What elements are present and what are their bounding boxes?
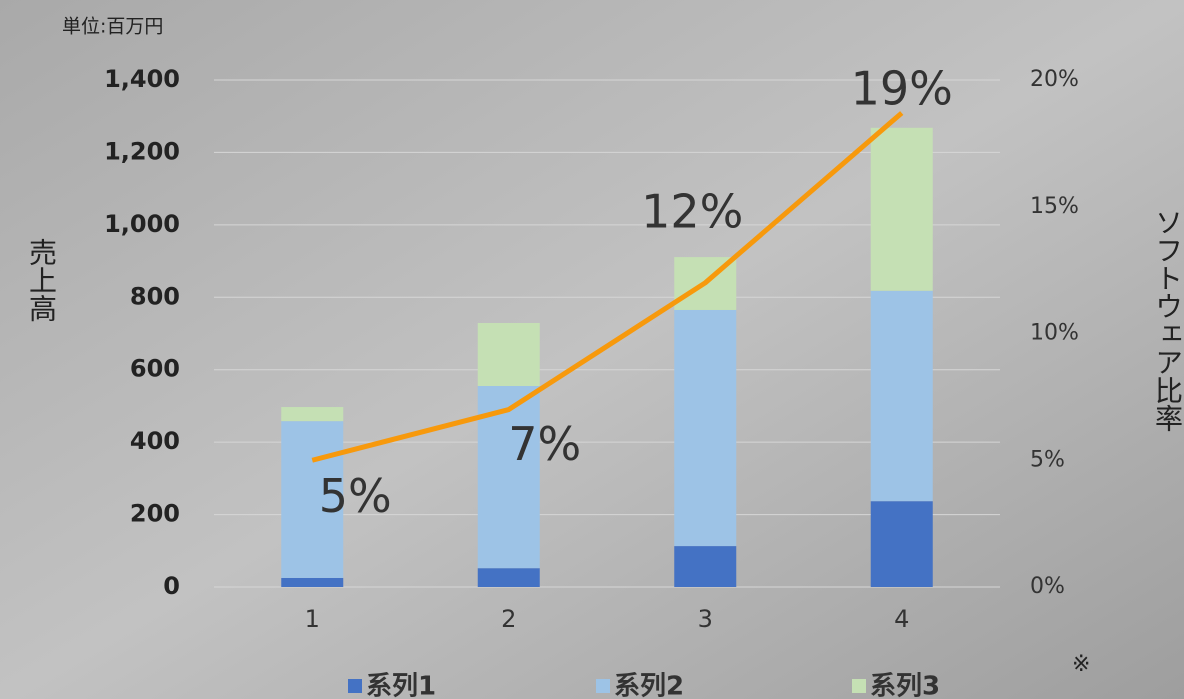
x-tick-label: 2 <box>501 605 516 633</box>
annotation: ※ <box>1072 652 1090 677</box>
legend-label: 系列1 <box>366 672 436 699</box>
legend-label: 系列2 <box>614 672 684 699</box>
data-label: 12% <box>641 184 743 238</box>
y2-axis-label: ソフトウェア比率 <box>1151 208 1184 432</box>
bar-segment <box>870 290 933 502</box>
y-tick-label: 1,200 <box>104 137 180 165</box>
y-tick-label: 400 <box>130 427 180 455</box>
y2-tick-label: 10% <box>1030 321 1079 346</box>
x-tick-label: 3 <box>698 605 713 633</box>
bar-segment <box>281 577 344 587</box>
y2-tick-label: 15% <box>1030 194 1079 219</box>
bar-segment <box>870 501 933 587</box>
y-tick-label: 0 <box>163 572 180 600</box>
legend-label: 系列3 <box>870 672 940 699</box>
bar-segment <box>477 568 540 587</box>
unit-label: 単位:百万円 <box>62 16 163 38</box>
bar-segment <box>870 127 933 291</box>
y-tick-label: 200 <box>130 500 180 528</box>
x-tick-label: 1 <box>305 605 320 633</box>
bar-segment <box>674 309 737 547</box>
data-label: 7% <box>508 417 581 471</box>
line-series <box>311 111 904 463</box>
y-tick-label: 1,400 <box>104 65 180 93</box>
y-axis-label: 売上高 <box>25 238 58 322</box>
y2-tick-label: 0% <box>1030 574 1065 599</box>
legend-marker <box>596 679 610 693</box>
y-tick-label: 800 <box>130 282 180 310</box>
x-tick-label: 4 <box>894 605 909 633</box>
bar-segment <box>281 407 344 422</box>
y2-tick-label: 5% <box>1030 447 1065 472</box>
data-label: 19% <box>851 61 953 115</box>
legend-marker <box>852 679 866 693</box>
y2-tick-label: 20% <box>1030 67 1079 92</box>
bar-segment <box>674 546 737 587</box>
y-tick-label: 600 <box>130 355 180 383</box>
bar-segment <box>477 322 540 387</box>
data-label: 5% <box>319 469 392 523</box>
y-tick-label: 1,000 <box>104 210 180 238</box>
legend-marker <box>348 679 362 693</box>
bar-segment <box>281 421 344 578</box>
